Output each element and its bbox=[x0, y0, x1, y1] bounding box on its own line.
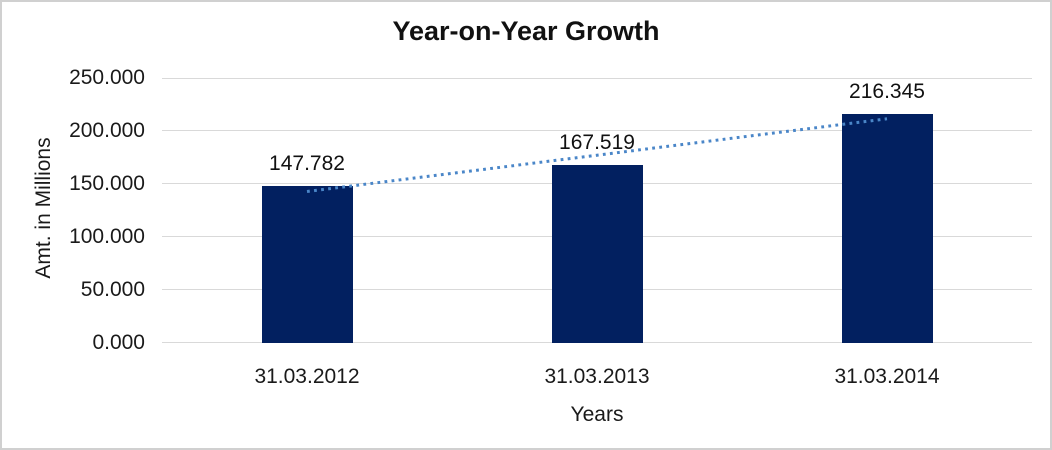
y-tick-label: 200.000 bbox=[69, 119, 145, 142]
y-tick-label: 0.000 bbox=[92, 331, 145, 354]
bar bbox=[261, 186, 353, 343]
y-tick-label: 100.000 bbox=[69, 225, 145, 248]
x-axis-title: Years bbox=[570, 403, 624, 426]
bar bbox=[841, 113, 933, 343]
x-tick-label: 31.03.2012 bbox=[254, 365, 360, 388]
y-tick-label: 250.000 bbox=[69, 66, 145, 89]
data-label: 216.345 bbox=[849, 79, 925, 103]
gridline bbox=[162, 78, 1032, 79]
plot-area bbox=[162, 78, 1032, 343]
data-label: 147.782 bbox=[269, 152, 345, 176]
gridline bbox=[162, 130, 1032, 131]
y-tick-label: 50.000 bbox=[80, 278, 145, 301]
x-tick-label: 31.03.2013 bbox=[544, 365, 650, 388]
y-tick-label: 150.000 bbox=[69, 172, 145, 195]
trendline-path bbox=[306, 117, 888, 193]
trendline bbox=[306, 117, 888, 193]
data-label: 167.519 bbox=[559, 131, 635, 155]
bar bbox=[551, 165, 643, 343]
x-tick-label: 31.03.2014 bbox=[834, 365, 940, 388]
chart-title: Year-on-Year Growth bbox=[392, 16, 660, 46]
y-axis-title: Amt. in Millions bbox=[32, 137, 55, 279]
